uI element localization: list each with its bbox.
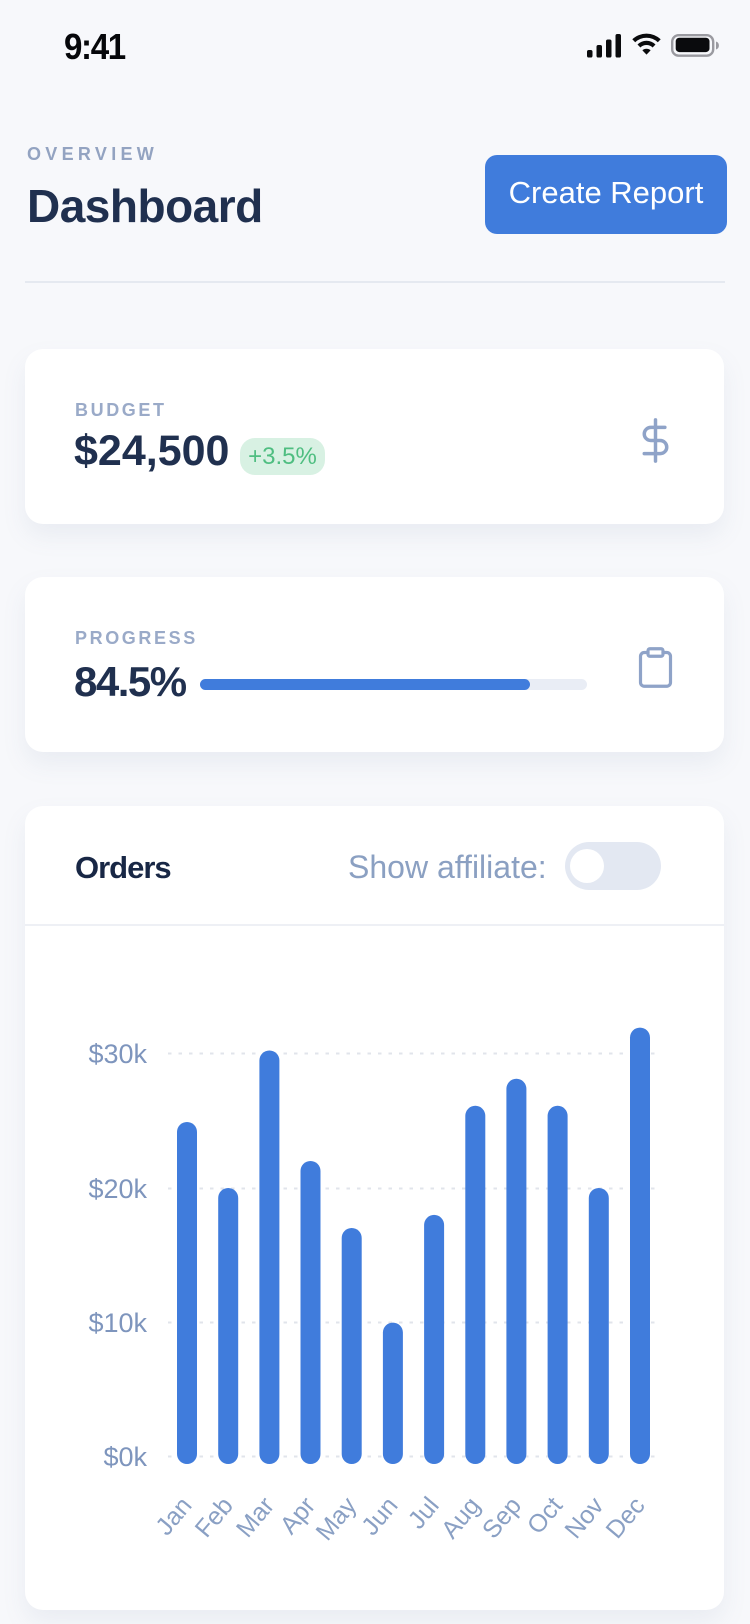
svg-text:Jun: Jun	[356, 1492, 403, 1541]
svg-text:Feb: Feb	[190, 1492, 239, 1543]
svg-text:Nov: Nov	[559, 1491, 609, 1543]
svg-text:Dec: Dec	[601, 1492, 651, 1544]
svg-text:$30k: $30k	[88, 1039, 147, 1069]
svg-text:Aug: Aug	[436, 1492, 486, 1544]
svg-text:Apr: Apr	[275, 1492, 321, 1540]
svg-text:$0k: $0k	[103, 1442, 147, 1472]
svg-text:Sep: Sep	[477, 1492, 527, 1544]
svg-text:Jan: Jan	[150, 1492, 197, 1541]
svg-text:May: May	[310, 1491, 362, 1546]
svg-text:$20k: $20k	[88, 1174, 147, 1204]
svg-text:Mar: Mar	[231, 1492, 280, 1543]
svg-text:Oct: Oct	[522, 1492, 568, 1540]
svg-text:$10k: $10k	[88, 1308, 147, 1338]
